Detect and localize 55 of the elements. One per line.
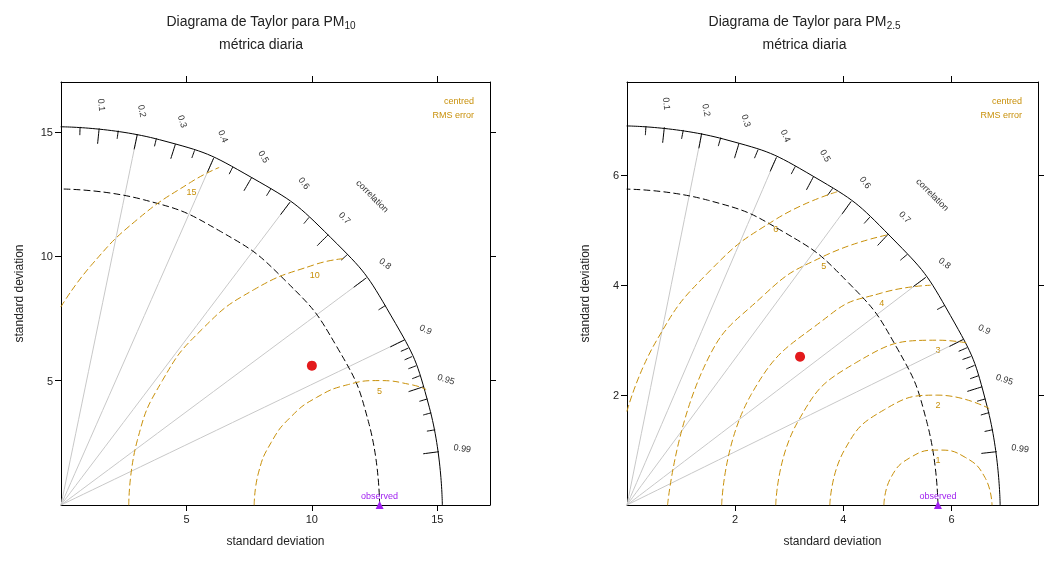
x-tick-label: 15: [431, 512, 444, 525]
annotation: 4: [879, 297, 885, 308]
annotation: 6: [773, 224, 779, 235]
annotation: 0.3: [739, 113, 753, 129]
annotation: 1: [935, 455, 941, 466]
y-tick-label: 10: [40, 250, 53, 263]
y-tick-label: 5: [46, 374, 53, 387]
annotation: 15: [186, 186, 197, 197]
x-tick-label: 10: [305, 512, 318, 525]
annotation: 5: [821, 261, 827, 272]
y-tick-label: 2: [612, 389, 619, 402]
annotation: 0.5: [818, 147, 834, 164]
chart-subtitle: métrica diaria: [762, 36, 847, 52]
annotation: 0.99: [452, 442, 472, 455]
chart-subtitle: métrica diaria: [218, 36, 304, 52]
annotation: centred: [991, 95, 1022, 106]
annotation: 0.9: [417, 322, 434, 337]
annotation: 0.99: [1010, 442, 1030, 455]
annotation: centred: [443, 95, 474, 106]
annotation: 0.5: [256, 148, 272, 165]
annotation: 5: [377, 385, 383, 396]
annotation: 0.95: [994, 371, 1015, 387]
annotation: 0.8: [377, 255, 394, 272]
x-tick-label: 6: [948, 512, 955, 525]
annotation: 0.6: [296, 175, 312, 192]
annotation: 0.7: [897, 209, 913, 225]
annotation: 2: [935, 400, 941, 411]
annotation: RMS error: [980, 109, 1022, 120]
x-tick-label: 2: [732, 512, 739, 525]
annotation: 0.95: [436, 371, 456, 387]
annotation: 0.3: [175, 113, 190, 129]
x-axis-title: standard deviation: [226, 534, 325, 548]
annotation: 0.7: [336, 209, 353, 226]
annotation: RMS error: [432, 109, 474, 120]
annotation: 0.6: [857, 174, 874, 191]
annotation: 0.8: [936, 255, 953, 271]
annotation: 0.1: [661, 96, 673, 111]
annotation: 3: [935, 345, 941, 356]
y-tick-label: 6: [612, 169, 619, 182]
annotation: 0.2: [135, 103, 149, 119]
y-axis-title: standard deviation: [578, 244, 592, 343]
series-label: observed: [919, 490, 957, 501]
y-tick-label: 4: [612, 279, 619, 292]
series-label: observed: [361, 490, 399, 501]
x-tick-label: 4: [840, 512, 847, 525]
annotation: 0.4: [778, 128, 793, 144]
annotation: 0.2: [700, 102, 713, 118]
x-tick-label: 5: [183, 512, 190, 525]
y-axis-title: standard deviation: [12, 244, 26, 343]
annotation: 0.9: [976, 321, 993, 337]
x-axis-title: standard deviation: [783, 534, 882, 548]
y-tick-label: 15: [40, 125, 53, 138]
annotation: 0.4: [216, 128, 231, 145]
annotation: 0.1: [95, 98, 108, 112]
annotation: 10: [309, 269, 320, 280]
